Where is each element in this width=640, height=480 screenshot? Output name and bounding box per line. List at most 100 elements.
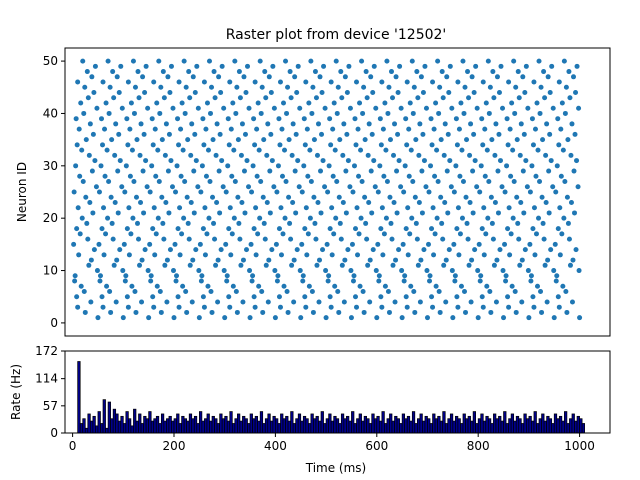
rate-bar [351, 411, 355, 434]
spike-point [421, 247, 427, 253]
spike-point [376, 278, 382, 284]
rate-bar [546, 415, 550, 434]
spike-point [200, 226, 206, 232]
spike-point [406, 173, 412, 179]
spike-point [419, 210, 425, 216]
spike-point [157, 110, 163, 116]
spike-point [397, 63, 403, 69]
spike-point [128, 231, 134, 237]
spike-point [149, 163, 155, 169]
spike-point [368, 74, 374, 80]
spike-point [413, 137, 419, 143]
rate-bar [465, 418, 469, 434]
spike-point [299, 241, 305, 247]
spike-point [129, 283, 135, 289]
raster-y-tick-label: 40 [43, 106, 58, 120]
spike-point [242, 210, 248, 216]
spike-point [391, 152, 397, 158]
spike-point [548, 247, 554, 253]
spike-point [540, 220, 546, 226]
spike-point [310, 309, 316, 315]
spike-point [354, 79, 360, 85]
spike-point [224, 278, 230, 284]
spike-point [409, 58, 415, 64]
spike-point [219, 158, 225, 164]
spike-point [315, 199, 321, 205]
spike-point [104, 283, 110, 289]
rate-bar [181, 415, 185, 434]
spike-point [260, 194, 266, 200]
spike-point [85, 95, 91, 101]
rate-bar [254, 415, 258, 434]
rate-bar [508, 418, 512, 434]
spike-point [109, 220, 115, 226]
rate-bar [490, 423, 494, 434]
spike-point [367, 257, 373, 263]
rate-bar [105, 427, 109, 434]
spike-point [520, 168, 526, 174]
spike-point [100, 304, 106, 310]
spike-point [104, 147, 110, 153]
rate-bar [427, 418, 431, 434]
spike-point [458, 283, 464, 289]
rate-bar [219, 413, 223, 434]
spike-point [252, 142, 258, 148]
spike-point [326, 273, 332, 279]
spike-point [509, 283, 515, 289]
spike-point [353, 142, 359, 148]
spike-point [539, 194, 545, 200]
rate-bar [498, 415, 502, 434]
spike-point [322, 184, 328, 190]
rate-bar [386, 418, 390, 434]
spike-point [385, 110, 391, 116]
spike-point [228, 252, 234, 258]
spike-point [175, 294, 181, 300]
spike-point [79, 147, 85, 153]
spike-point [216, 74, 222, 80]
spike-point [75, 79, 81, 85]
spike-point [217, 131, 223, 137]
rate-bar [455, 415, 459, 434]
rate-bar [84, 427, 89, 434]
spike-point [80, 179, 86, 185]
spike-point [234, 309, 240, 315]
spike-point [480, 79, 486, 85]
spike-point [515, 220, 521, 226]
spike-point [83, 194, 89, 200]
spike-point [130, 58, 136, 64]
spike-point [179, 231, 185, 237]
spike-point [517, 262, 523, 268]
spike-point [573, 247, 579, 253]
rate-bar [186, 420, 190, 434]
spike-point [456, 252, 462, 258]
rate-bar [531, 420, 535, 434]
spike-point [559, 100, 565, 106]
spike-point [101, 205, 107, 211]
rate-bar [138, 413, 142, 434]
spike-point [327, 116, 333, 122]
rate-bar [401, 413, 406, 434]
spike-point [502, 189, 508, 195]
spike-point [174, 163, 180, 169]
spike-point [332, 283, 338, 289]
spike-point [120, 315, 126, 321]
spike-point [444, 74, 450, 80]
spike-point [78, 100, 84, 106]
spike-point [127, 173, 133, 179]
spike-point [323, 315, 329, 321]
spike-point [113, 121, 119, 127]
spike-point [335, 288, 341, 294]
spike-point [530, 142, 536, 148]
spike-point [429, 142, 435, 148]
spike-point [339, 262, 345, 268]
spike-point [481, 205, 487, 211]
spike-point [466, 262, 472, 268]
spike-point [169, 184, 175, 190]
spike-point [154, 283, 160, 289]
spike-point [251, 294, 257, 300]
spike-point [105, 58, 111, 64]
spike-point [213, 262, 219, 268]
spike-point [308, 179, 314, 185]
spike-point [537, 110, 543, 116]
spike-point [301, 116, 307, 122]
